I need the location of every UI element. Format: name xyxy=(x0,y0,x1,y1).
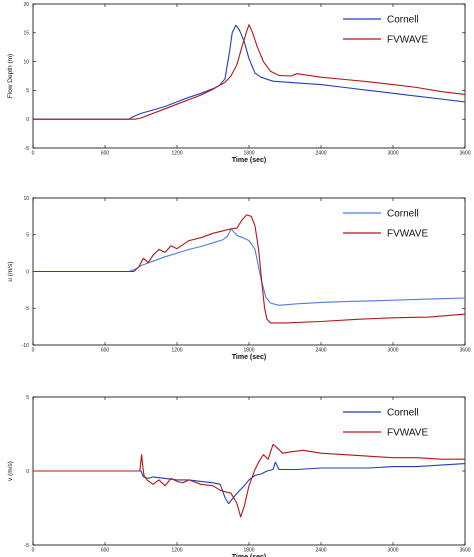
y-axis-label: v (m/s) xyxy=(7,461,14,481)
x-tick-label: 3600 xyxy=(459,151,470,157)
x-tick-label: 1200 xyxy=(171,548,182,554)
x-tick-label: 2400 xyxy=(315,548,326,554)
y-tick-label: -5 xyxy=(25,146,30,152)
x-tick-label: 0 xyxy=(32,548,35,554)
series-line-fvwave xyxy=(33,24,466,120)
x-tick-label: 2400 xyxy=(315,348,326,354)
y-tick-label: 5 xyxy=(26,395,29,401)
x-tick-label: 3000 xyxy=(387,151,398,157)
y-tick-label: -5 xyxy=(25,306,30,312)
x-tick-label: 1800 xyxy=(243,348,254,354)
legend-label-fvwave: FVWAVE xyxy=(387,428,428,439)
series-line-cornell xyxy=(33,461,466,505)
x-tick-label: 600 xyxy=(101,151,110,157)
y-tick-label: 0 xyxy=(26,469,29,475)
x-tick-label: 1800 xyxy=(243,151,254,157)
x-axis-label: Time (sec) xyxy=(232,554,267,557)
y-tick-label: 15 xyxy=(23,31,29,37)
y-axis-label: Flow Depth (m) xyxy=(7,54,14,98)
series-line-cornell xyxy=(33,24,466,120)
x-tick-label: 3000 xyxy=(387,548,398,554)
x-tick-label: 0 xyxy=(32,348,35,354)
y-tick-label: 20 xyxy=(23,2,29,8)
legend-label-cornell: Cornell xyxy=(387,15,419,26)
legend-label-cornell: Cornell xyxy=(387,209,419,220)
series-line-cornell xyxy=(33,228,466,306)
y-tick-label: -5 xyxy=(25,543,30,549)
series-line-fvwave xyxy=(33,443,465,518)
x-tick-label: 0 xyxy=(32,151,35,157)
x-tick-label: 600 xyxy=(101,548,110,554)
x-tick-label: 1800 xyxy=(243,548,254,554)
x-tick-label: 1200 xyxy=(171,348,182,354)
y-tick-label: 5 xyxy=(26,233,29,239)
legend-label-fvwave: FVWAVE xyxy=(387,229,428,240)
x-tick-label: 2400 xyxy=(315,151,326,157)
y-tick-label: 10 xyxy=(23,196,29,202)
x-tick-label: 600 xyxy=(101,348,110,354)
y-axis-label: u (m/s) xyxy=(7,261,14,281)
legend-label-fvwave: FVWAVE xyxy=(387,35,428,46)
y-tick-label: 0 xyxy=(26,117,29,123)
x-tick-label: 3600 xyxy=(459,348,470,354)
x-tick-label: 1200 xyxy=(171,151,182,157)
y-tick-label: 10 xyxy=(23,59,29,65)
x-tick-label: 3000 xyxy=(387,348,398,354)
x-axis-label: Time (sec) xyxy=(232,354,267,361)
y-tick-label: 0 xyxy=(26,269,29,275)
series-line-fvwave xyxy=(33,214,466,324)
x-axis-label: Time (sec) xyxy=(232,157,267,164)
chart-panel-2: 0 600 1200 1800 2400 3000 3600 -10 -5 0 5 10 Time (s… xyxy=(7,196,471,361)
y-tick-label: -10 xyxy=(22,343,29,349)
x-tick-label: 3600 xyxy=(459,548,470,554)
y-tick-label: 5 xyxy=(26,88,29,94)
legend-label-cornell: Cornell xyxy=(387,408,419,419)
